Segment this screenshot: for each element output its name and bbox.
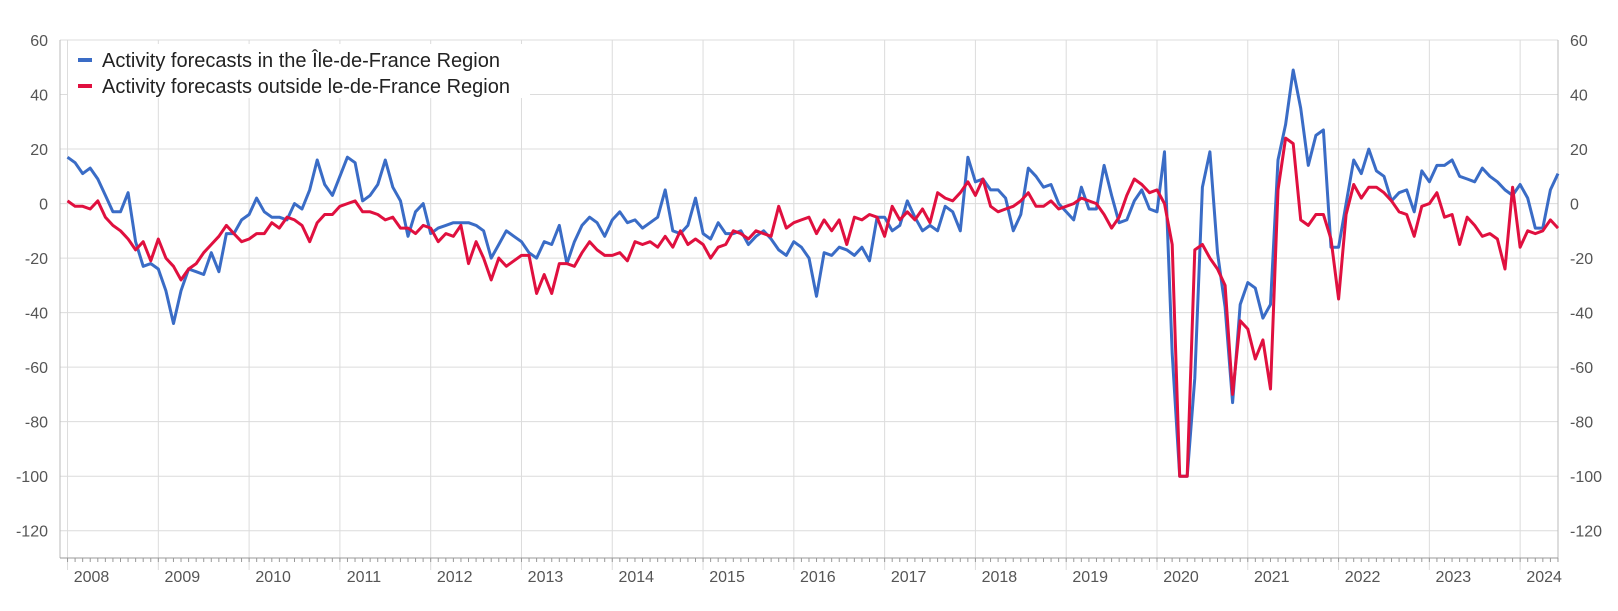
legend-label-1: Activity forecasts in the Île-de-France … (102, 49, 500, 72)
legend: Activity forecasts in the Île-de-France … (68, 44, 530, 98)
y-tick-label-left: 60 (30, 33, 48, 50)
y-tick-label-left: -40 (25, 306, 48, 323)
x-tick-label: 2022 (1345, 569, 1381, 586)
y-tick-label-left: -60 (25, 360, 48, 377)
y-tick-label-left: -20 (25, 251, 48, 268)
series-line-2 (66, 136, 1560, 478)
y-tick-label-right: -40 (1570, 306, 1593, 323)
x-tick-label: 2014 (618, 569, 654, 586)
x-tick-label: 2012 (437, 569, 473, 586)
y-tick-label-right: -20 (1570, 251, 1593, 268)
y-tick-label-right: 60 (1570, 33, 1588, 50)
y-tick-label-left: -80 (25, 415, 48, 432)
y-tick-label-left: -100 (16, 469, 48, 486)
x-tick-label: 2024 (1526, 569, 1562, 586)
x-tick-label: 2010 (255, 569, 291, 586)
x-tick-label: 2008 (74, 569, 110, 586)
series-line-1 (66, 68, 1560, 478)
y-tick-label-left: 20 (30, 142, 48, 159)
x-tick-label: 2019 (1072, 569, 1108, 586)
x-tick-label: 2016 (800, 569, 836, 586)
y-tick-label-left: 40 (30, 88, 48, 105)
series-lines (66, 68, 1560, 478)
y-tick-label-right: -100 (1570, 469, 1602, 486)
y-tick-label-left: -120 (16, 524, 48, 541)
x-tick-label: 2013 (528, 569, 564, 586)
x-tick-label: 2011 (347, 569, 382, 586)
y-tick-label-left: 0 (39, 197, 48, 214)
x-tick-label: 2020 (1163, 569, 1199, 586)
y-tick-label-right: -80 (1570, 415, 1593, 432)
legend-background (68, 44, 530, 98)
x-tick-label: 2017 (891, 569, 927, 586)
x-tick-label: 2021 (1254, 569, 1290, 586)
y-tick-label-right: 40 (1570, 88, 1588, 105)
y-tick-label-right: -60 (1570, 360, 1593, 377)
y-tick-label-right: 0 (1570, 197, 1579, 214)
x-tick-label: 2023 (1436, 569, 1472, 586)
y-tick-label-right: -120 (1570, 524, 1602, 541)
grid-lines (60, 39, 1558, 570)
x-tick-label: 2015 (709, 569, 745, 586)
x-tick-label: 2009 (165, 569, 201, 586)
legend-label-2: Activity forecasts outside le-de-France … (102, 76, 510, 98)
y-tick-label-right: 20 (1570, 142, 1588, 159)
x-tick-label: 2018 (982, 569, 1018, 586)
